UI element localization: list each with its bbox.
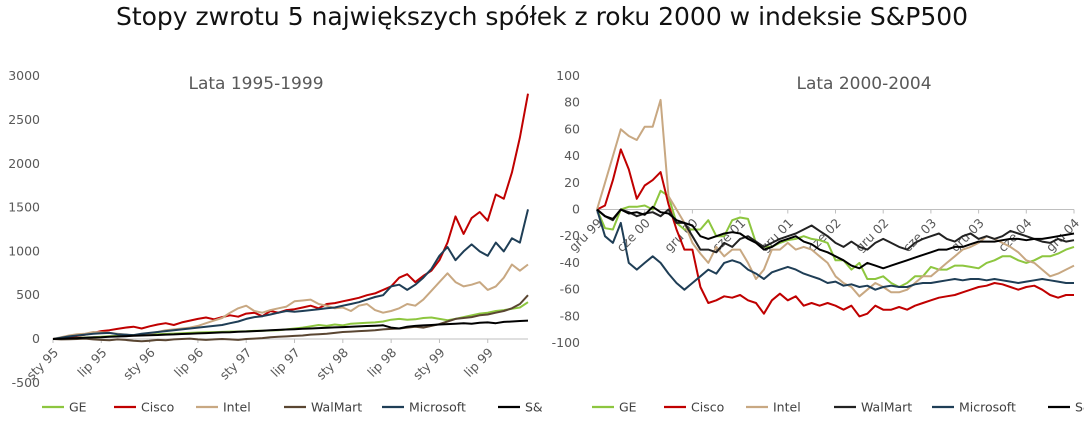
right-series-intel: [596, 98, 1075, 298]
left-x-tick-label: sty 99: [410, 345, 448, 383]
left-legend-label: Microsoft: [409, 400, 466, 415]
right-series-sp500: [596, 205, 1075, 270]
left-legend-item-cisco: Cisco: [114, 400, 174, 415]
left-legend-item-microsoft: Microsoft: [382, 400, 466, 415]
left-series-cisco: [52, 93, 529, 340]
right-y-tick-label: -60: [560, 282, 580, 297]
left-y-tick-label: -500: [12, 375, 40, 390]
left-y-tick-label: 2000: [8, 156, 40, 171]
right-series-cisco: [596, 148, 1074, 318]
left-y-tick-label: 0: [32, 331, 40, 346]
right-y-tick-label: 60: [564, 121, 580, 136]
right-series-walmart: [596, 208, 1075, 254]
right-x-tick-label: cze 00: [613, 215, 653, 255]
left-legend-item-sp500: S&P500: [498, 400, 542, 415]
left-x-tick-label: sty 95: [23, 345, 61, 383]
left-chart: Lata 1995-1999 -500 0 500 1000 1500 2000 2500 30…: [8, 68, 542, 415]
right-legend-label: WalMart: [861, 400, 912, 415]
right-y-tick-label: 20: [564, 175, 580, 190]
left-legend-label: Cisco: [141, 400, 174, 415]
right-y-tick-label: 100: [556, 68, 580, 83]
right-y-tick-label: -100: [552, 335, 580, 350]
right-legend-label: S&P500: [1075, 400, 1084, 415]
left-chart-title: Lata 1995-1999: [188, 74, 323, 94]
left-y-tick-label: 1000: [8, 243, 40, 258]
left-x-tick-label: sty 98: [313, 345, 351, 383]
left-legend-label: WalMart: [311, 400, 362, 415]
right-legend-item-cisco: Cisco: [664, 400, 724, 415]
right-legend-label: Microsoft: [959, 400, 1016, 415]
left-series-walmart: [52, 294, 529, 343]
left-legend-label: S&P500: [525, 400, 542, 415]
right-y-tick-label: -40: [560, 255, 580, 270]
right-legend-item-microsoft: Microsoft: [932, 400, 1016, 415]
left-x-tick-label: lip 96: [171, 345, 206, 380]
right-chart-title: Lata 2000-2004: [796, 74, 931, 94]
main-title: Stopy zwrotu 5 największych spółek z rok…: [115, 2, 969, 31]
left-y-tick-label: 500: [16, 287, 40, 302]
right-y-tick-label: -80: [560, 308, 580, 323]
right-legend-item-walmart: WalMart: [834, 400, 912, 415]
right-legend-item-ge: GE: [592, 400, 637, 415]
right-legend-item-sp500: S&P500: [1048, 400, 1084, 415]
left-x-tick-label: sty 97: [217, 345, 255, 383]
right-legend-label: GE: [619, 400, 637, 415]
right-x-tick-label: gru 02: [852, 215, 892, 255]
left-legend-item-walmart: WalMart: [284, 400, 362, 415]
left-legend-label: GE: [69, 400, 87, 415]
left-x-tick-label: sty 96: [120, 345, 158, 383]
left-series-sp500: [52, 319, 529, 340]
left-legend-label: Intel: [223, 400, 251, 415]
left-legend-item-ge: GE: [42, 400, 87, 415]
right-chart: Lata 2000-2004 -100 -80 -60 -40 -20 0 20 40 60 80 1…: [552, 68, 1084, 415]
right-legend-label: Cisco: [691, 400, 724, 415]
left-x-tick-label: lip 98: [364, 345, 399, 380]
right-legend-item-intel: Intel: [746, 400, 801, 415]
right-y-tick-label: 80: [564, 95, 580, 110]
right-series-microsoft: [596, 209, 1074, 291]
left-x-tick-label: lip 95: [74, 345, 109, 380]
left-y-tick-label: 1500: [8, 200, 40, 215]
left-y-tick-label: 2500: [8, 112, 40, 127]
right-y-tick-label: 0: [572, 202, 580, 217]
left-x-tick-label: lip 97: [268, 345, 303, 380]
right-legend-label: Intel: [773, 400, 801, 415]
left-legend-item-intel: Intel: [196, 400, 251, 415]
left-x-tick-label: lip 99: [461, 345, 496, 380]
left-y-tick-label: 3000: [8, 68, 40, 83]
right-y-tick-label: 40: [564, 148, 580, 163]
right-y-tick-label: -20: [560, 228, 580, 243]
